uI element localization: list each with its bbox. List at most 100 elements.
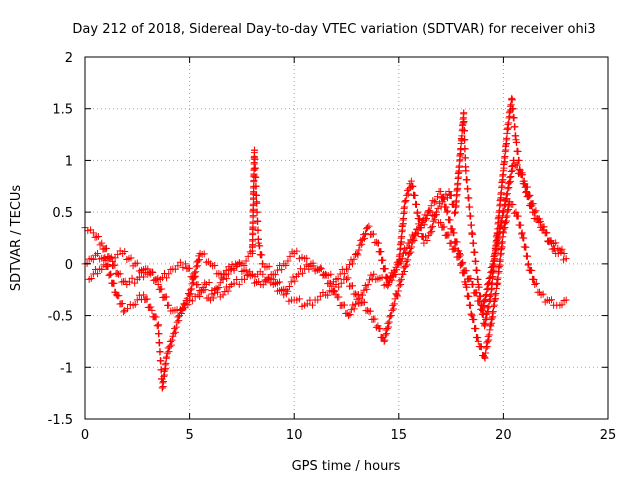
data-point <box>165 301 173 309</box>
interp-point <box>253 208 261 216</box>
interp-point <box>381 265 389 273</box>
data-point <box>89 229 97 237</box>
interp-point <box>140 273 148 281</box>
interp-point <box>385 323 393 331</box>
interp-point <box>509 105 517 113</box>
interp-point <box>200 250 208 258</box>
interp-point <box>192 263 200 271</box>
interp-point <box>482 349 490 357</box>
interp-point <box>551 245 559 253</box>
interp-point <box>213 288 221 296</box>
interp-point <box>513 161 521 169</box>
interp-point <box>461 136 469 144</box>
interp-point <box>254 226 262 234</box>
interp-point <box>158 285 166 293</box>
interp-point <box>299 269 307 277</box>
interp-point <box>437 203 445 211</box>
interp-point <box>267 279 275 287</box>
interp-point <box>419 217 427 225</box>
data-point <box>94 250 102 258</box>
interp-point <box>501 224 509 232</box>
interp-point <box>350 255 358 263</box>
interp-point <box>486 326 494 334</box>
interp-point <box>186 264 194 272</box>
interp-point <box>142 265 150 273</box>
interp-point <box>331 287 339 295</box>
interp-point <box>358 240 366 248</box>
interp-point <box>444 207 452 215</box>
interp-point <box>389 273 397 281</box>
interp-point <box>461 154 469 162</box>
interp-point <box>517 230 525 238</box>
interp-point <box>488 267 496 275</box>
interp-point <box>532 279 540 287</box>
interp-point <box>481 354 489 362</box>
interp-point <box>251 155 259 163</box>
interp-point <box>195 256 203 264</box>
interp-point <box>371 315 379 323</box>
interp-point <box>335 293 343 301</box>
data-point <box>345 312 353 320</box>
data-point <box>562 296 570 304</box>
interp-point <box>403 186 411 194</box>
interp-point <box>251 164 259 172</box>
interp-point <box>94 270 102 278</box>
interp-point <box>309 301 317 309</box>
interp-point <box>305 265 313 273</box>
interp-point <box>398 254 406 262</box>
y-axis-ticks: -1.5 -1 -0.5 0 0.5 1 1.5 2 <box>48 51 608 428</box>
interp-point <box>385 318 393 326</box>
interp-point <box>391 268 399 276</box>
data-point <box>458 260 466 268</box>
interp-point <box>532 207 540 215</box>
interp-point <box>389 301 397 309</box>
interp-point <box>511 123 519 131</box>
interp-point <box>390 300 398 308</box>
interp-point <box>413 209 421 217</box>
data-point <box>481 322 489 330</box>
interp-point <box>103 244 111 252</box>
interp-point <box>421 233 429 241</box>
interp-point <box>176 258 184 266</box>
interp-point <box>350 305 358 313</box>
interp-point <box>253 199 261 207</box>
interp-point <box>295 295 303 303</box>
interp-point <box>155 330 163 338</box>
interp-point <box>502 213 510 221</box>
interp-point <box>124 305 132 313</box>
x-axis-ticks: 0 5 10 15 20 25 <box>81 57 616 443</box>
interp-point <box>487 263 495 271</box>
data-point <box>370 270 378 278</box>
interp-point <box>455 253 463 261</box>
interp-point <box>209 294 217 302</box>
data-point <box>510 156 518 164</box>
interp-point <box>402 196 410 204</box>
interp-point <box>111 261 119 269</box>
interp-point <box>242 257 250 265</box>
interp-point <box>348 282 356 290</box>
interp-point <box>411 191 419 199</box>
interp-point <box>404 256 412 264</box>
interp-point <box>428 227 436 235</box>
interp-point <box>486 296 494 304</box>
interp-point <box>528 266 536 274</box>
interp-point <box>385 278 393 286</box>
interp-point <box>114 250 122 258</box>
interp-point <box>244 252 252 260</box>
interp-point <box>467 310 475 318</box>
interp-point <box>133 259 141 267</box>
data-point <box>437 187 445 195</box>
interp-point <box>429 222 437 230</box>
interp-point <box>344 274 352 282</box>
interp-point <box>463 283 471 291</box>
interp-point <box>518 169 526 177</box>
interp-point <box>429 217 437 225</box>
interp-point <box>121 248 129 256</box>
y-axis-label: SDTVAR / TECUs <box>9 185 24 292</box>
interp-point <box>501 218 509 226</box>
data-point <box>140 291 148 299</box>
interp-point <box>152 313 160 321</box>
interp-point <box>251 146 259 154</box>
interp-point <box>420 221 428 229</box>
interp-point <box>167 341 175 349</box>
